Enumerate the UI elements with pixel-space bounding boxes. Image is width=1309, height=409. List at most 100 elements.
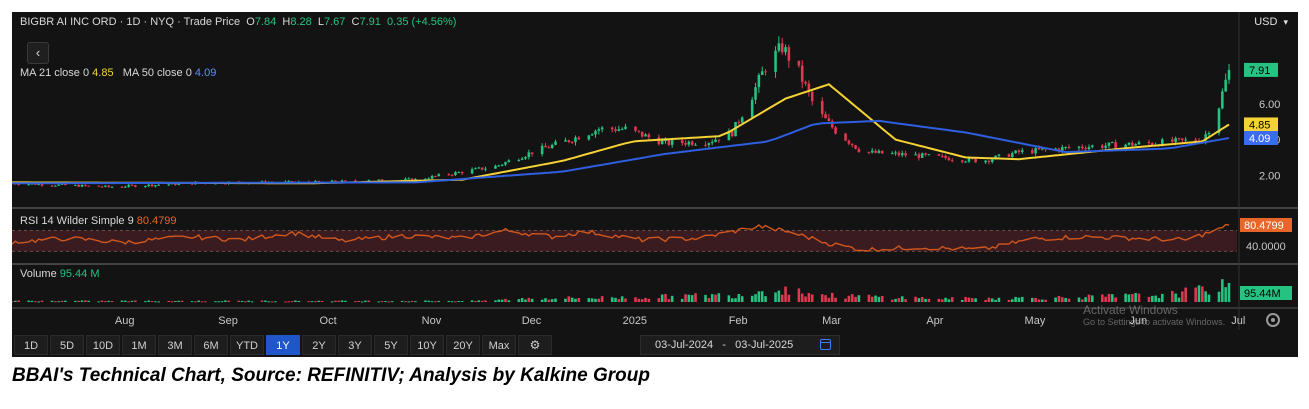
candle-body — [617, 129, 621, 131]
volume-bar — [57, 301, 60, 303]
range-button-6m[interactable]: 6M — [194, 335, 228, 355]
calendar-icon[interactable] — [820, 339, 831, 350]
candle-body — [834, 127, 837, 134]
volume-badge-label: 95.44M — [1244, 288, 1281, 300]
candle-body — [37, 184, 40, 186]
volume-bar — [494, 300, 497, 302]
volume-panel[interactable]: 95.44M — [12, 279, 1292, 303]
volume-bar — [1194, 287, 1197, 302]
back-button[interactable]: ‹ — [27, 42, 49, 64]
candle-body — [317, 180, 321, 182]
volume-bar — [917, 298, 921, 302]
volume-bar — [1061, 297, 1064, 302]
candle-body — [64, 183, 67, 186]
range-button-ytd[interactable]: YTD — [230, 335, 264, 355]
volume-bar — [357, 300, 361, 302]
candle-body — [1171, 139, 1174, 142]
candle-body — [60, 183, 64, 185]
volume-bar — [12, 301, 14, 303]
candle-body — [517, 159, 521, 161]
range-button-1d[interactable]: 1D — [14, 335, 48, 355]
range-button-5y[interactable]: 5Y — [374, 335, 408, 355]
volume-bar — [40, 300, 44, 302]
volume-bar — [344, 300, 347, 302]
volume-bar — [14, 300, 17, 302]
candle-body — [437, 174, 441, 177]
gear-icon[interactable]: ⚙ — [518, 335, 552, 355]
range-button-1m[interactable]: 1M — [122, 335, 156, 355]
candle-body — [644, 134, 647, 137]
volume-bar — [920, 296, 924, 302]
volume-bar — [554, 298, 557, 302]
watermark-subtitle: Go to Settings to activate Windows. — [1083, 317, 1226, 327]
candle-body — [354, 180, 357, 182]
candle-body — [450, 174, 454, 176]
range-button-10y[interactable]: 10Y — [410, 335, 444, 355]
volume-bar — [124, 300, 127, 302]
candle-body — [707, 143, 711, 145]
price-panel[interactable] — [12, 12, 1298, 330]
volume-bar — [330, 301, 334, 303]
settings-icon[interactable] — [1266, 313, 1280, 327]
candle-body — [80, 184, 84, 187]
candle-body — [914, 154, 917, 156]
range-button-2y[interactable]: 2Y — [302, 335, 336, 355]
price-axis[interactable]: 2.004.006.007.914.854.09 — [1244, 62, 1280, 182]
volume-bar — [334, 300, 337, 302]
candle-body — [614, 129, 617, 131]
candle-body — [154, 184, 157, 187]
candle-body — [500, 164, 504, 166]
volume-bar — [360, 301, 364, 303]
range-button-3y[interactable]: 3Y — [338, 335, 372, 355]
candle-body — [960, 160, 964, 162]
candle-body — [1204, 134, 1207, 141]
candle-body — [434, 175, 437, 177]
candle-body — [997, 154, 1001, 156]
volume-bar — [177, 300, 180, 302]
range-selector: 1D 5D 10D 1M 3M 6M YTD 1Y 2Y 3Y 5Y 10Y 20Y Max ⚙ — [14, 335, 552, 355]
range-button-10d[interactable]: 10D — [86, 335, 120, 355]
volume-bar — [617, 299, 621, 302]
volume-bar — [937, 298, 941, 302]
range-button-max[interactable]: Max — [482, 335, 516, 355]
candle-body — [544, 145, 547, 148]
rsi-panel[interactable]: 40.0000 80.4799 — [12, 217, 1292, 253]
volume-bar — [594, 298, 597, 302]
candle-body — [427, 178, 431, 180]
date-range-picker[interactable]: 03-Jul-2024 - 03-Jul-2025 — [640, 335, 840, 355]
volume-bar — [154, 301, 157, 303]
candle-body — [1017, 150, 1021, 153]
volume-bar — [337, 300, 341, 302]
volume-bar — [284, 301, 287, 303]
candle-body — [330, 180, 334, 183]
range-button-1y[interactable]: 1Y — [266, 335, 300, 355]
range-button-5d[interactable]: 5D — [50, 335, 84, 355]
candle-body — [750, 99, 754, 118]
volume-bar — [830, 292, 834, 302]
currency-select[interactable]: USD ▾ — [1254, 16, 1288, 28]
volume-bar — [687, 294, 691, 302]
candle-body — [634, 126, 637, 131]
candle-body — [857, 148, 861, 152]
candle-body — [610, 127, 614, 130]
volume-bar — [520, 298, 524, 302]
volume-bar — [667, 299, 671, 302]
candle-body — [1010, 153, 1014, 157]
chart-canvas: 2.004.006.007.914.854.09 40.000080.4799 … — [12, 12, 1298, 330]
volume-bar — [64, 300, 67, 302]
candle-body — [740, 117, 744, 123]
candle-body — [870, 150, 874, 153]
candle-body — [1101, 145, 1104, 148]
volume-bar — [1171, 290, 1174, 302]
candle-body — [447, 174, 451, 176]
time-axis[interactable]: Aug Sep Oct Nov Dec 2025 Feb Mar Apr May Jun Jul — [115, 315, 1245, 327]
range-button-20y[interactable]: 20Y — [446, 335, 480, 355]
volume-bar — [740, 296, 744, 302]
candle-body — [454, 172, 457, 175]
volume-bar — [320, 300, 324, 302]
candle-body — [730, 130, 734, 137]
volume-bar — [294, 300, 297, 302]
range-button-3m[interactable]: 3M — [158, 335, 192, 355]
candle-body — [680, 140, 684, 144]
candle-body — [150, 184, 154, 187]
